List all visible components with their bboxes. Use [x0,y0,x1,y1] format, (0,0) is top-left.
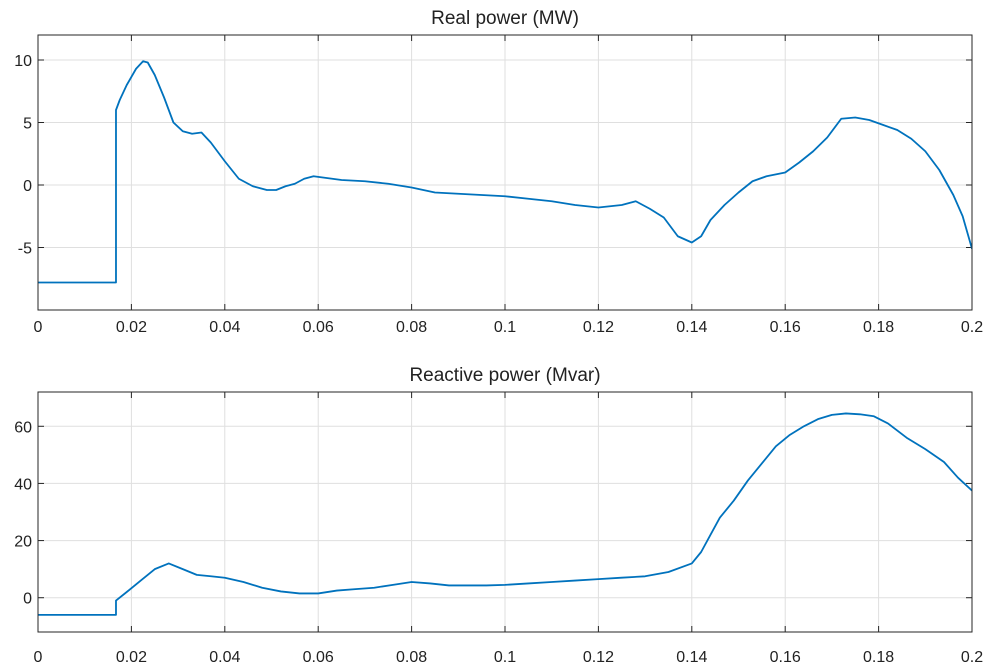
real-power-series-line [38,60,972,284]
real-power-x-tick-label: 0.06 [303,319,334,336]
real-power-y-tick-label: 5 [23,116,32,133]
real-power-x-tick-label: 0.16 [770,319,801,336]
real-power-axes-frame [37,34,973,311]
real-power-x-tick-label: 0.2 [961,319,983,336]
reactive-power-x-tick-label: 0.14 [676,649,707,666]
real-power-x-tick-label: 0 [34,319,43,336]
reactive-power-series-line [38,412,972,616]
real-power-y-tick-label: 0 [23,178,32,195]
real-power-y-tick-label: -5 [18,241,32,258]
real-power-plot: Real power (MW) 0 0.02 0.04 0.06 0.08 0.1 0.12… [14,8,983,336]
reactive-power-x-tick-label: 0.16 [770,649,801,666]
reactive-power-x-tick-label: 0.12 [583,649,614,666]
reactive-power-x-tick-label: 0.1 [494,649,516,666]
reactive-power-x-tick-label: 0 [34,649,43,666]
reactive-power-y-tick-label: 20 [14,534,32,551]
reactive-power-axes-frame [37,391,973,633]
reactive-power-x-tick-label: 0.06 [303,649,334,666]
reactive-power-x-tick-label: 0.04 [209,649,240,666]
real-power-x-tick-label: 0.08 [396,319,427,336]
real-power-x-tick-label: 0.14 [676,319,707,336]
real-power-x-tick-label: 0.1 [494,319,516,336]
reactive-power-x-tick-label: 0.18 [863,649,894,666]
reactive-power-x-tick-label: 0.2 [961,649,983,666]
real-power-x-tick-label: 0.02 [116,319,147,336]
reactive-power-y-tick-label: 60 [14,419,32,436]
real-power-x-tick-label: 0.18 [863,319,894,336]
real-power-title: Real power (MW) [431,8,579,29]
reactive-power-y-tick-label: 0 [23,591,32,608]
real-power-x-tick-label: 0.04 [209,319,240,336]
reactive-power-y-tick-label: 40 [14,476,32,493]
reactive-power-x-tick-label: 0.08 [396,649,427,666]
reactive-power-title: Reactive power (Mvar) [409,365,600,386]
reactive-power-plot: Reactive power (Mvar) 0 0.02 0.04 0.06 0.08 0… [14,365,983,666]
real-power-y-tick-label: 10 [14,53,32,70]
real-power-x-tick-label: 0.12 [583,319,614,336]
reactive-power-x-tick-label: 0.02 [116,649,147,666]
